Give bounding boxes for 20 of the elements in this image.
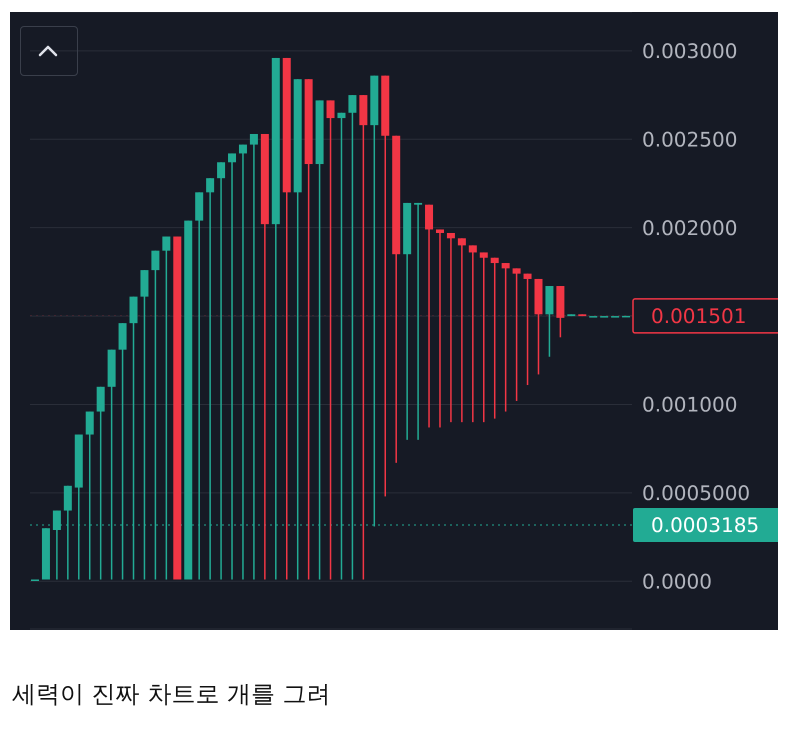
candlestick — [480, 252, 488, 422]
y-tick-label: 0.0000 — [642, 569, 712, 594]
candlestick — [458, 238, 466, 422]
candlestick — [436, 229, 444, 428]
candlestick — [446, 232, 455, 422]
y-tick-label: 0.002500 — [642, 127, 738, 152]
ref-line-label: 0.001501 — [651, 304, 746, 328]
y-tick-label: 0.003000 — [642, 38, 738, 63]
y-tick-label: 0.001000 — [642, 392, 738, 417]
text: 세력이 진짜 차트로 개를 그려 — [12, 679, 332, 710]
ref-line-label: 0.0003185 — [651, 512, 760, 537]
candlestick — [326, 100, 335, 580]
candlestick — [490, 258, 499, 419]
candlestick — [524, 274, 532, 386]
candlestick — [512, 268, 521, 401]
candlestick — [502, 263, 510, 412]
y-tick-label: 0.002000 — [642, 216, 738, 240]
candlestick — [468, 245, 477, 422]
candlestick — [359, 95, 368, 580]
y-tick-label: 0.0005000 — [642, 480, 750, 505]
